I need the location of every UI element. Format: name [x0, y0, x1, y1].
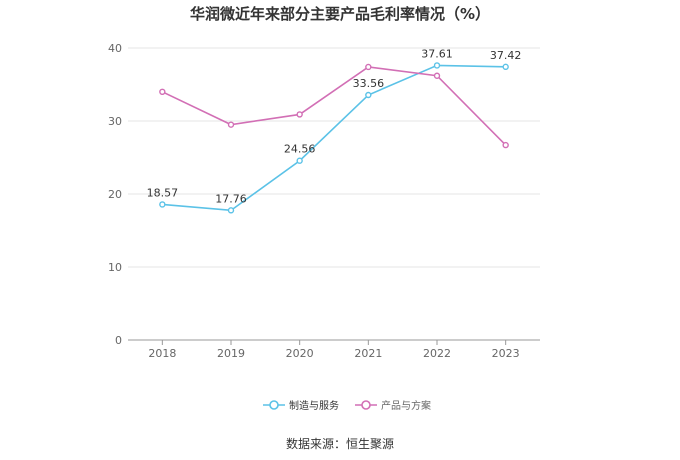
line-chart: 0 10 20 30 40 2018 2019 2020 2021 2022 2023 18.57 17…: [108, 42, 540, 412]
data-point: [502, 141, 509, 149]
data-point: [433, 72, 441, 79]
data-point: [365, 63, 372, 71]
y-tick-label: 40: [108, 42, 122, 55]
y-tick-label: 10: [108, 261, 122, 274]
chart-title: 华润微近年来部分主要产品毛利率情况（%）: [189, 5, 491, 23]
x-tick-label: 2018: [148, 347, 176, 360]
y-tick-label: 30: [108, 115, 122, 128]
legend-marker: [361, 400, 371, 410]
data-label: 17.76: [215, 192, 247, 205]
x-tick-label: 2019: [217, 347, 245, 360]
y-tick-label: 0: [115, 334, 122, 347]
legend-marker: [269, 400, 279, 410]
data-point: [433, 62, 441, 69]
data-point: [365, 91, 372, 99]
legend-label: 制造与服务: [289, 399, 339, 412]
data-point: [296, 111, 303, 118]
x-tick-label: 2020: [286, 347, 314, 360]
data-label: 33.56: [353, 77, 385, 90]
data-label: 37.42: [490, 49, 522, 62]
data-point: [502, 63, 509, 71]
y-tick-label: 20: [108, 188, 122, 201]
data-label: 24.56: [284, 143, 316, 156]
series-line-2: [161, 66, 507, 146]
data-point: [159, 201, 166, 208]
data-point: [296, 157, 303, 164]
data-point: [227, 207, 235, 214]
x-tick-label: 2022: [423, 347, 451, 360]
x-tick-label: 2021: [354, 347, 382, 360]
data-label: 18.57: [147, 186, 179, 199]
series-line-1: [162, 64, 506, 212]
legend-label: 产品与方案: [381, 399, 431, 412]
data-point: [159, 88, 166, 96]
x-tick-label: 2023: [492, 347, 520, 360]
data-source: 数据来源：恒生聚源: [285, 437, 394, 451]
data-label: 37.61: [421, 47, 453, 60]
data-point: [227, 121, 235, 128]
